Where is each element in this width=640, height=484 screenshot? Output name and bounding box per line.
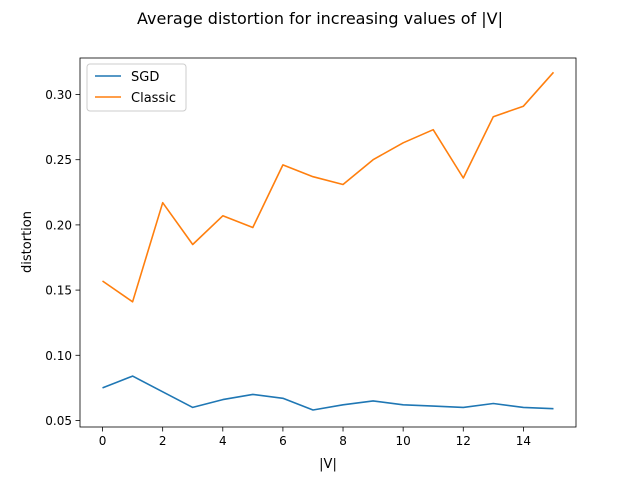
- legend-label-classic: Classic: [131, 91, 176, 106]
- y-tick-label: 0.15: [45, 284, 72, 298]
- x-tick-label: 0: [99, 434, 107, 448]
- legend: SGD Classic: [86, 63, 187, 112]
- x-tick-label: 12: [456, 434, 471, 448]
- y-tick-label: 0.10: [45, 349, 72, 363]
- series-layer: [102, 71, 555, 411]
- y-axis-label: distortion: [20, 211, 35, 273]
- series-line-classic: [102, 71, 555, 303]
- legend-label-sgd: SGD: [131, 70, 159, 85]
- chart-title: Average distortion for increasing values…: [137, 9, 503, 28]
- y-tick-label: 0.25: [45, 153, 72, 167]
- x-tick-label: 10: [396, 434, 411, 448]
- y-tick-label: 0.05: [45, 414, 72, 428]
- x-tick-label: 6: [279, 434, 287, 448]
- x-tick-label: 8: [339, 434, 347, 448]
- x-tick-label: 14: [516, 434, 531, 448]
- x-axis-label: |V|: [319, 457, 337, 472]
- series-line-sgd: [102, 375, 554, 411]
- x-tick-label: 4: [219, 434, 227, 448]
- y-axis-ticks: 0.05 0.10 0.15 0.20 0.25 0.30: [45, 88, 80, 428]
- y-tick-label: 0.20: [45, 218, 72, 232]
- x-tick-label: 2: [159, 434, 167, 448]
- plot-frame: [79, 57, 577, 428]
- y-tick-label: 0.30: [45, 88, 72, 102]
- x-axis-ticks: 0 2 4 6 8 10 12 14: [99, 427, 531, 448]
